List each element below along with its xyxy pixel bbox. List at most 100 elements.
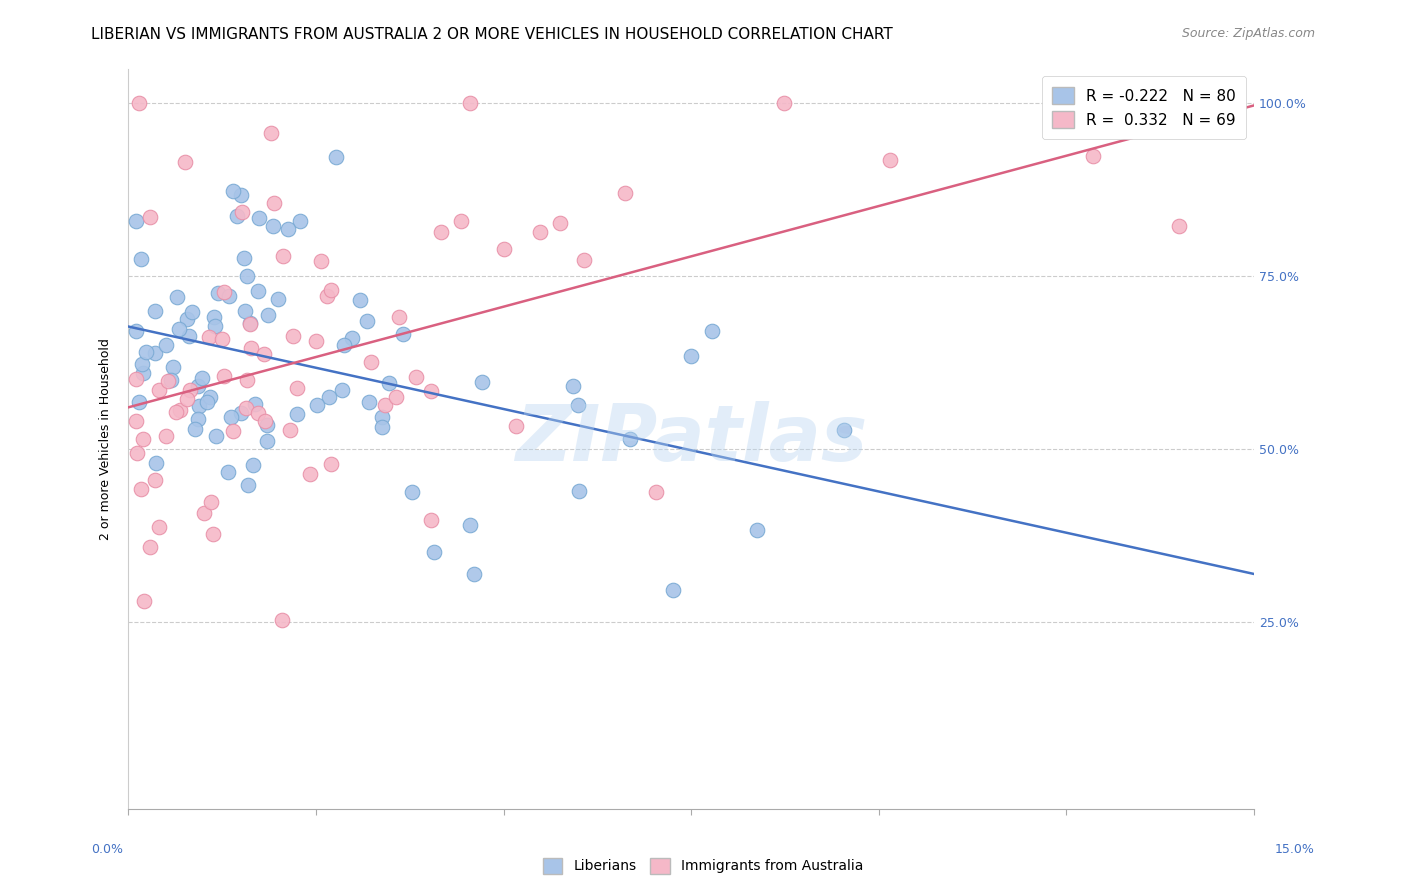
- Point: [745, 523, 768, 537]
- Point: [191, 371, 214, 385]
- Point: [207, 285, 229, 300]
- Point: [429, 225, 451, 239]
- Point: [139, 210, 162, 224]
- Point: [195, 394, 218, 409]
- Point: [290, 214, 312, 228]
- Point: [679, 349, 702, 363]
- Point: [307, 398, 329, 412]
- Point: [125, 213, 148, 227]
- Point: [879, 153, 901, 167]
- Point: [235, 269, 257, 284]
- Point: [385, 391, 408, 405]
- Point: [217, 466, 239, 480]
- Text: ZIPatlas: ZIPatlas: [515, 401, 868, 476]
- Point: [277, 222, 299, 236]
- Point: [148, 383, 170, 397]
- Point: [211, 332, 233, 346]
- Point: [644, 484, 666, 499]
- Point: [145, 457, 167, 471]
- Point: [221, 185, 243, 199]
- Point: [260, 126, 283, 140]
- Point: [176, 311, 198, 326]
- Point: [236, 373, 259, 387]
- Text: 0.0%: 0.0%: [91, 843, 124, 856]
- Point: [319, 457, 342, 471]
- Legend: Liberians, Immigrants from Australia: Liberians, Immigrants from Australia: [536, 851, 870, 880]
- Point: [299, 467, 322, 481]
- Point: [160, 373, 183, 387]
- Point: [179, 383, 201, 397]
- Point: [187, 379, 209, 393]
- Point: [143, 303, 166, 318]
- Point: [239, 318, 262, 332]
- Point: [187, 412, 209, 426]
- Point: [619, 432, 641, 446]
- Y-axis label: 2 or more Vehicles in Household: 2 or more Vehicles in Household: [100, 338, 112, 540]
- Point: [233, 304, 256, 318]
- Point: [125, 324, 148, 338]
- Point: [567, 398, 589, 412]
- Point: [200, 494, 222, 508]
- Point: [135, 344, 157, 359]
- Point: [169, 403, 191, 417]
- Point: [131, 357, 153, 371]
- Point: [198, 390, 221, 404]
- Point: [132, 366, 155, 380]
- Point: [392, 326, 415, 341]
- Point: [128, 395, 150, 409]
- Text: LIBERIAN VS IMMIGRANTS FROM AUSTRALIA 2 OR MORE VEHICLES IN HOUSEHOLD CORRELATIO: LIBERIAN VS IMMIGRANTS FROM AUSTRALIA 2 …: [91, 27, 893, 42]
- Point: [231, 205, 253, 219]
- Point: [377, 376, 399, 390]
- Point: [125, 372, 148, 386]
- Point: [129, 482, 152, 496]
- Point: [167, 322, 190, 336]
- Point: [405, 370, 427, 384]
- Point: [311, 253, 333, 268]
- Point: [231, 406, 253, 420]
- Point: [561, 378, 583, 392]
- Point: [232, 251, 254, 265]
- Text: 15.0%: 15.0%: [1275, 843, 1315, 856]
- Point: [225, 209, 247, 223]
- Point: [574, 252, 596, 267]
- Point: [243, 397, 266, 411]
- Point: [143, 346, 166, 360]
- Point: [463, 566, 485, 581]
- Point: [340, 331, 363, 345]
- Point: [239, 317, 262, 331]
- Point: [247, 211, 270, 225]
- Point: [256, 417, 278, 432]
- Point: [1081, 149, 1104, 163]
- Point: [204, 429, 226, 443]
- Point: [359, 394, 381, 409]
- Point: [330, 383, 353, 397]
- Point: [325, 150, 347, 164]
- Point: [256, 434, 278, 448]
- Point: [349, 293, 371, 307]
- Point: [198, 330, 221, 344]
- Point: [157, 374, 180, 388]
- Point: [125, 414, 148, 428]
- Point: [184, 422, 207, 436]
- Point: [360, 355, 382, 369]
- Point: [450, 213, 472, 227]
- Point: [278, 423, 301, 437]
- Point: [304, 334, 326, 348]
- Point: [212, 285, 235, 299]
- Point: [221, 410, 243, 425]
- Point: [371, 410, 394, 425]
- Point: [177, 328, 200, 343]
- Point: [148, 520, 170, 534]
- Point: [176, 392, 198, 406]
- Point: [242, 458, 264, 473]
- Point: [568, 483, 591, 498]
- Point: [492, 242, 515, 256]
- Legend: R = -0.222   N = 80, R =  0.332   N = 69: R = -0.222 N = 80, R = 0.332 N = 69: [1042, 76, 1246, 139]
- Point: [262, 219, 284, 234]
- Point: [318, 390, 340, 404]
- Point: [181, 304, 204, 318]
- Point: [125, 445, 148, 459]
- Point: [204, 318, 226, 333]
- Point: [401, 485, 423, 500]
- Point: [471, 375, 494, 389]
